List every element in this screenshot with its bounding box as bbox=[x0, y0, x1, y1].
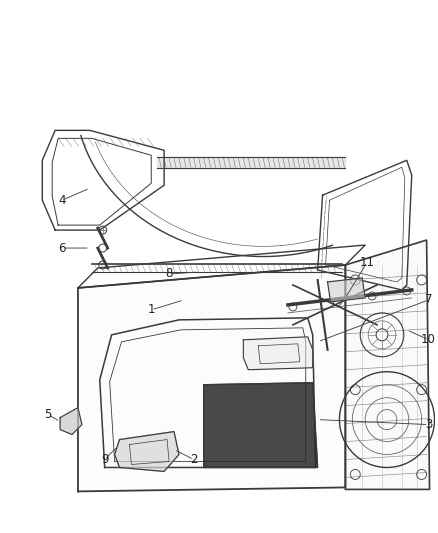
Text: 1: 1 bbox=[148, 303, 155, 317]
Text: 7: 7 bbox=[425, 293, 432, 306]
Polygon shape bbox=[328, 278, 365, 302]
Text: 10: 10 bbox=[421, 333, 436, 346]
Polygon shape bbox=[115, 432, 179, 472]
Polygon shape bbox=[244, 337, 313, 370]
Polygon shape bbox=[204, 383, 318, 467]
Text: 5: 5 bbox=[45, 408, 52, 421]
Text: 9: 9 bbox=[101, 453, 109, 466]
Polygon shape bbox=[78, 265, 346, 491]
Text: 8: 8 bbox=[166, 268, 173, 280]
Polygon shape bbox=[60, 408, 82, 434]
Polygon shape bbox=[346, 240, 430, 489]
Text: 6: 6 bbox=[58, 241, 66, 255]
Text: 3: 3 bbox=[425, 418, 432, 431]
Text: 4: 4 bbox=[58, 193, 66, 207]
Text: 11: 11 bbox=[360, 255, 374, 269]
Text: 2: 2 bbox=[190, 453, 198, 466]
